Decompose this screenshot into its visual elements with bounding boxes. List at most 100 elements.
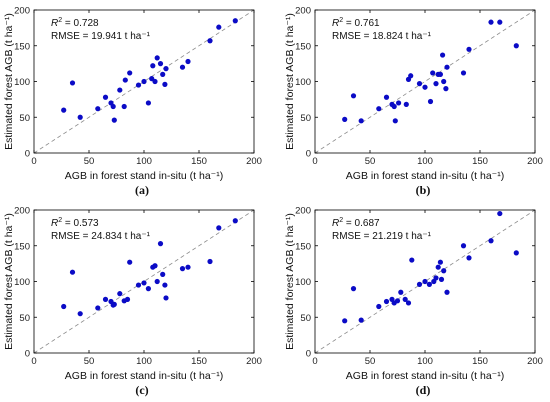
data-point: [416, 281, 423, 287]
one-to-one-line: [314, 9, 536, 154]
data-point: [216, 24, 222, 30]
one-to-one-line: [33, 209, 255, 354]
x-tick-label: 150: [472, 156, 488, 167]
data-point: [157, 241, 164, 247]
data-point: [488, 238, 494, 244]
data-point: [350, 286, 357, 292]
data-point: [145, 286, 151, 292]
r-squared-label: R2 = 0.687: [332, 217, 380, 229]
data-point: [102, 94, 109, 100]
data-point: [127, 259, 133, 265]
data-point: [438, 276, 445, 282]
chart-panel-2: 00 50 50 100 100 150 150 200 200 AGB in forest st…: [284, 6, 543, 198]
x-tick-label: 50: [84, 356, 95, 367]
data-point: [179, 64, 186, 70]
data-point: [398, 289, 404, 295]
x-tick-label: 100: [417, 156, 433, 167]
data-point: [207, 258, 213, 265]
y-tick-label: 150: [14, 41, 30, 52]
data-point: [110, 103, 116, 110]
data-point: [376, 106, 382, 112]
rmse-label: RMSE = 19.941 t ha⁻¹: [51, 31, 151, 42]
x-tick-label: 0: [312, 156, 317, 167]
x-tick-label: 200: [246, 156, 262, 167]
data-point: [145, 100, 151, 106]
y-tick-label: 100: [295, 277, 311, 288]
y-tick-label: 150: [295, 41, 311, 52]
y-tick-label: 50: [300, 313, 311, 324]
y-tick-label: 150: [295, 241, 311, 252]
y-tick-label: 50: [300, 113, 311, 124]
data-point: [77, 114, 83, 120]
y-tick-label: 200: [14, 6, 30, 17]
data-point: [435, 264, 441, 270]
data-point: [383, 298, 390, 305]
x-tick-label: 0: [31, 156, 36, 167]
data-point: [69, 269, 76, 275]
x-tick-label: 150: [191, 156, 207, 167]
x-tick-label: 200: [527, 156, 543, 167]
data-point: [160, 71, 166, 77]
data-point: [391, 103, 397, 110]
data-point: [408, 73, 414, 79]
x-tick-label: 50: [365, 156, 376, 167]
y-tick-label: 0: [306, 149, 311, 160]
data-point: [383, 94, 390, 100]
data-point: [121, 103, 127, 110]
y-tick-label: 200: [295, 6, 311, 17]
chart-panel-4: 00 50 50 100 100 150 150 200 200 AGB in forest st…: [284, 206, 543, 398]
data-point: [150, 63, 156, 69]
y-tick-label: 200: [295, 206, 311, 217]
data-point: [433, 275, 439, 281]
data-point: [394, 298, 401, 304]
x-tick-label: 50: [365, 356, 376, 367]
x-axis-label: AGB in forest stand in-situ (t ha⁻¹): [65, 370, 223, 382]
one-to-one-line: [33, 9, 255, 154]
data-point: [163, 66, 169, 72]
data-point: [160, 271, 166, 277]
data-point: [152, 78, 158, 85]
data-point: [342, 318, 348, 324]
data-point: [135, 82, 142, 88]
data-point: [460, 70, 467, 76]
x-tick-label: 200: [246, 356, 262, 367]
y-axis-label: Estimated forest AGB (t ha⁻¹): [284, 213, 296, 350]
y-axis-label: Estimated forest AGB (t ha⁻¹): [284, 13, 296, 150]
y-tick-label: 0: [25, 349, 30, 360]
data-point: [403, 101, 409, 107]
data-point: [416, 81, 423, 87]
data-point: [441, 268, 447, 274]
chart-panel-1: 00 50 50 100 100 150 150 200 200 AGB in forest st…: [3, 6, 262, 198]
data-point: [513, 250, 519, 256]
data-point: [376, 303, 382, 310]
data-point: [152, 263, 158, 269]
data-point: [141, 280, 147, 286]
data-point: [433, 81, 439, 87]
x-tick-label: 0: [312, 356, 317, 367]
panel-caption: (d): [416, 383, 431, 397]
data-point: [466, 255, 472, 261]
data-point: [141, 78, 147, 85]
data-point: [396, 100, 402, 106]
data-point: [358, 317, 364, 323]
data-point: [513, 43, 519, 49]
data-point: [61, 303, 67, 310]
y-tick-label: 100: [295, 77, 311, 88]
data-point: [422, 84, 428, 90]
x-axis-label: AGB in forest stand in-situ (t ha⁻¹): [346, 170, 504, 182]
data-point: [102, 296, 109, 302]
y-axis-label: Estimated forest AGB (t ha⁻¹): [3, 13, 15, 150]
data-point: [342, 116, 348, 122]
data-point: [117, 291, 123, 297]
data-point: [437, 71, 443, 77]
x-tick-label: 200: [527, 356, 543, 367]
data-point: [162, 81, 168, 87]
data-point: [232, 18, 238, 24]
data-point: [135, 282, 142, 288]
data-point: [154, 278, 160, 285]
r-squared-label: R2 = 0.573: [51, 217, 99, 229]
data-point: [350, 93, 357, 99]
y-tick-label: 0: [306, 349, 311, 360]
x-axis-label: AGB in forest stand in-situ (t ha⁻¹): [346, 370, 504, 382]
